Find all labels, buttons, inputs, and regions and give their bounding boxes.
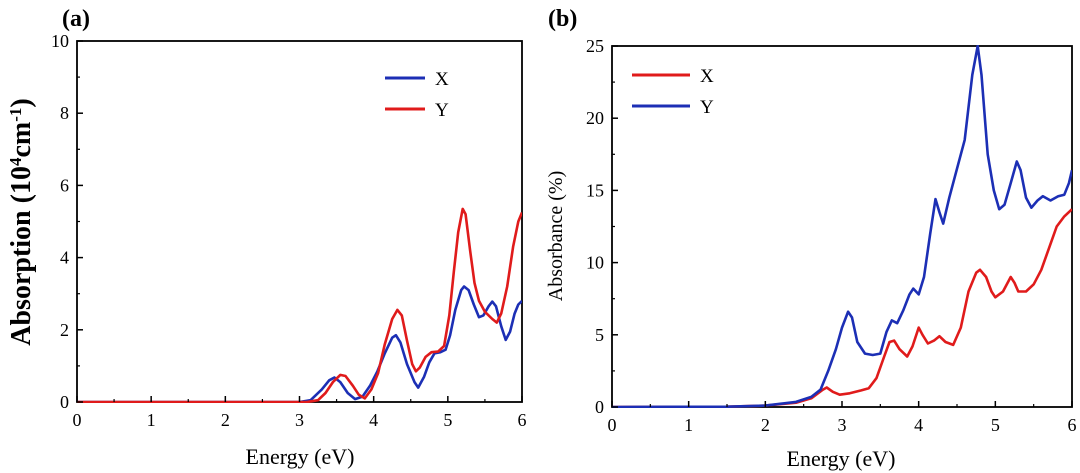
- panel-b-series-y-line: [612, 45, 1072, 408]
- panel-a-x-tick-label: 5: [443, 410, 452, 430]
- panel-b-y-tick-label: 0: [595, 397, 604, 417]
- panel-a-y-tick-label: 2: [60, 320, 69, 340]
- panel-a-label: (a): [62, 6, 90, 32]
- panel-a-x-tick-label: 0: [73, 410, 82, 430]
- panel-a-x-tick-label: 6: [518, 410, 527, 430]
- panel-a-y-tick-label: 8: [60, 103, 69, 123]
- panel-b-axes-frame: [611, 45, 1073, 408]
- panel-a-y-tick-label: 10: [51, 31, 69, 51]
- panel-a-x-tick-label: 3: [295, 410, 304, 430]
- panel-b-y-tick-label: 25: [586, 36, 604, 56]
- panel-a-axes-frame: [76, 40, 523, 403]
- panel-b-legend-label-x: X: [700, 66, 714, 87]
- panel-b-plot-area: 0 1 2 3 4 5 6 0 5 10 15 20 25 XY: [586, 36, 1077, 435]
- panel-a-x-tick-label: 4: [369, 410, 378, 430]
- panel-a-x-tick-label: 1: [147, 410, 156, 430]
- panel-a-legend-label-x: X: [435, 69, 449, 90]
- panel-b-x-tick-label: 5: [991, 415, 1000, 435]
- panel-b-y-tick-label: 15: [586, 180, 604, 200]
- panel-b-y-axis-label: Absorbance (%): [545, 171, 567, 302]
- panel-a-legend: XY: [385, 69, 449, 121]
- panel-b-x-tick-label: 6: [1068, 415, 1077, 435]
- panel-b-x-tick-label: 3: [838, 415, 847, 435]
- panel-a-y-axis-label: Absorption (104cm-1): [6, 98, 38, 345]
- panel-b-label: (b): [548, 6, 577, 32]
- panel-b-y-tick-label: 10: [586, 253, 604, 273]
- panel-b-x-axis-label: Energy (eV): [787, 446, 896, 471]
- panel-b-x-tick-label: 0: [608, 415, 617, 435]
- panel-b-x-tick-label: 4: [914, 415, 923, 435]
- panel-a-y-tick-label: 4: [60, 248, 69, 268]
- panel-a-plot-area: 0 1 2 3 4 5 6 0 2 4 6 8 10 XY: [51, 31, 527, 430]
- panel-b-y-tick-label: 5: [595, 325, 604, 345]
- panel-a-series-y-line: [77, 207, 522, 403]
- panel-b-legend: XY: [632, 66, 714, 118]
- panel-a-x-tick-label: 2: [221, 410, 230, 430]
- panel-b-y-tick-label: 20: [586, 108, 604, 128]
- panel-a-y-tick-label: 6: [60, 175, 69, 195]
- panel-a: (a) 0 1 2 3 4 5 6 0 2 4 6 8 10 XY Energy (eV) Absorpt…: [6, 6, 527, 469]
- panel-b: (b) 0 1 2 3 4 5 6 0 5 10 15 20 25 XY Energy (eV) Abso…: [545, 6, 1077, 471]
- panel-b-x-tick-label: 1: [684, 415, 693, 435]
- panel-a-x-axis-label: Energy (eV): [246, 444, 355, 469]
- panel-a-legend-label-y: Y: [435, 100, 449, 121]
- panel-b-legend-label-y: Y: [700, 97, 714, 118]
- panel-b-x-tick-label: 2: [761, 415, 770, 435]
- panel-a-series-x-line: [77, 285, 522, 403]
- panel-b-series-x-line: [612, 208, 1072, 408]
- panel-a-y-tick-label: 0: [60, 392, 69, 412]
